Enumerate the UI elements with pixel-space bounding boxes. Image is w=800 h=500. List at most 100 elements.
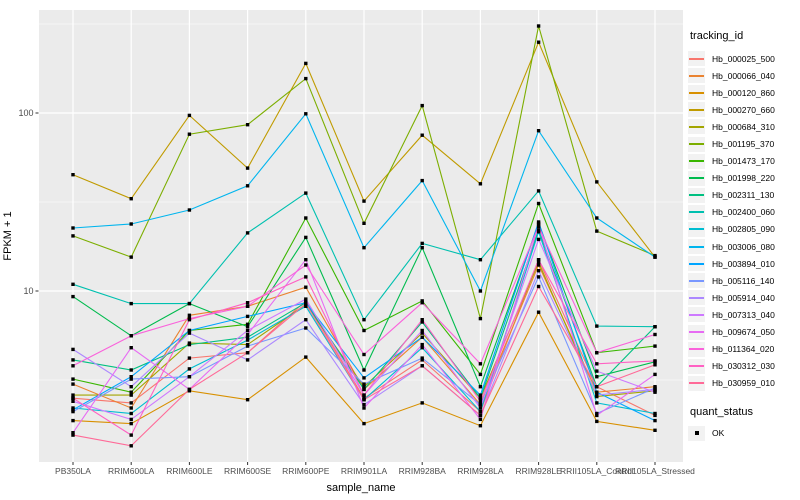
data-point	[362, 382, 366, 386]
data-point	[420, 328, 424, 333]
data-point	[653, 255, 657, 259]
x-tick-label: RRIM901LA	[341, 466, 388, 476]
data-point	[71, 433, 75, 437]
quant-ok-key	[688, 425, 705, 441]
data-point	[245, 304, 250, 308]
data-point	[304, 318, 308, 322]
legend-label: Hb_001195_370	[712, 139, 775, 150]
data-point	[187, 132, 192, 136]
legend-key-swatch	[688, 119, 705, 135]
legend-key-swatch	[688, 239, 705, 255]
legend-key-swatch	[688, 307, 705, 323]
line-swatch-icon	[689, 211, 704, 214]
data-point	[653, 344, 657, 348]
data-point	[129, 255, 133, 259]
data-point	[478, 413, 483, 418]
data-point	[420, 331, 424, 335]
legend-label: Hb_005116_140	[712, 275, 775, 286]
data-point	[245, 231, 250, 235]
data-point	[187, 328, 192, 333]
data-point	[595, 385, 599, 389]
legend-title: tracking_id	[690, 30, 744, 42]
legend-key-swatch	[688, 290, 705, 306]
legend-key-swatch	[688, 358, 705, 374]
data-point	[304, 326, 308, 330]
data-point	[245, 184, 250, 188]
data-point	[536, 237, 541, 242]
data-point	[362, 328, 366, 333]
legend-key-swatch	[688, 221, 705, 237]
data-point	[71, 396, 75, 400]
data-point	[362, 393, 366, 397]
data-point	[71, 418, 75, 423]
data-point	[420, 342, 424, 347]
data-point	[71, 226, 75, 230]
data-point	[71, 409, 75, 414]
data-point	[478, 289, 483, 293]
line-swatch-icon	[689, 382, 704, 385]
x-tick-label: RRII105LA_Control	[560, 466, 634, 476]
data-point	[71, 347, 75, 352]
data-point	[478, 409, 483, 414]
data-point	[71, 282, 75, 286]
data-point	[304, 355, 308, 359]
data-point	[129, 411, 133, 416]
data-point	[129, 406, 133, 410]
data-point	[71, 364, 75, 368]
data-point	[187, 113, 192, 118]
data-point	[71, 393, 75, 397]
data-point	[362, 318, 366, 322]
line-swatch-icon	[689, 331, 704, 334]
x-tick-label: RRIM928LA	[457, 466, 504, 476]
data-point	[129, 197, 133, 201]
line-swatch-icon	[689, 194, 704, 197]
legend-key-swatch	[688, 324, 705, 340]
data-point	[420, 178, 424, 183]
data-point	[71, 294, 75, 299]
data-point	[536, 224, 541, 229]
data-point	[536, 228, 541, 232]
data-point	[536, 260, 541, 264]
legend-item: Hb_002311_130	[688, 187, 800, 204]
data-point	[187, 208, 192, 212]
legend: tracking_id Hb_000025_500 Hb_000066_040 Hb…	[688, 30, 800, 442]
data-point	[595, 419, 599, 424]
data-point	[536, 263, 541, 267]
legend-item: Hb_003894_010	[688, 255, 800, 272]
data-point	[420, 346, 424, 350]
legend-item: Hb_001195_370	[688, 135, 800, 152]
data-point	[362, 398, 366, 402]
data-point	[653, 428, 657, 432]
legend-key-swatch	[688, 341, 705, 357]
data-point	[420, 133, 424, 137]
data-point	[595, 324, 599, 328]
data-point	[187, 387, 192, 392]
line-swatch-icon	[689, 57, 704, 60]
x-tick-label: RRIM600LA	[108, 466, 155, 476]
legend-item: Hb_002400_060	[688, 204, 800, 221]
x-tick-label: RRIM600SE	[224, 466, 272, 476]
data-point	[362, 385, 366, 389]
data-point	[478, 362, 483, 366]
data-point	[478, 393, 483, 397]
data-point	[420, 299, 424, 303]
data-point	[595, 369, 599, 373]
legend-key-swatch	[688, 204, 705, 220]
legend-label: Hb_000684_310	[712, 121, 775, 132]
y-axis-title: FPKM + 1	[2, 211, 14, 261]
x-tick-label: RRIM600PE	[282, 466, 330, 476]
data-point	[245, 322, 250, 326]
legend-item: Hb_003006_080	[688, 238, 800, 255]
quant-ok-label: OK	[712, 428, 725, 439]
data-point	[478, 406, 483, 410]
data-point	[362, 402, 366, 407]
data-point	[595, 362, 599, 366]
data-point	[304, 191, 308, 195]
line-swatch-icon	[689, 160, 704, 163]
data-point	[653, 363, 657, 367]
data-point	[595, 229, 599, 233]
x-tick-label: RRIM600LE	[166, 466, 213, 476]
data-point	[245, 338, 250, 342]
